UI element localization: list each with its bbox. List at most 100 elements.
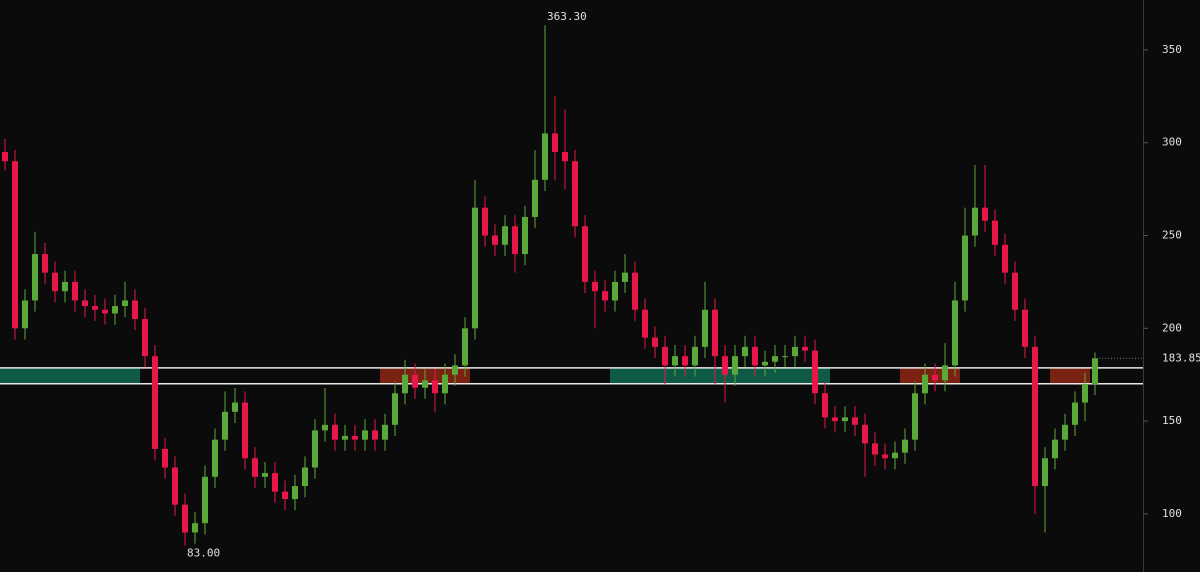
- candle-body: [62, 281, 68, 292]
- candle-body: [992, 220, 998, 245]
- candle-body: [82, 300, 88, 307]
- candle-body: [192, 523, 198, 533]
- candle-body: [362, 430, 368, 440]
- candle-body: [692, 346, 698, 366]
- candle-body: [442, 374, 448, 394]
- candle-body: [42, 254, 48, 273]
- candle-body: [822, 393, 828, 418]
- candle-body: [742, 346, 748, 357]
- candle-body: [112, 306, 118, 314]
- candle-body: [302, 467, 308, 487]
- candle-body: [172, 467, 178, 505]
- candle-body: [492, 235, 498, 245]
- candle-body: [532, 179, 538, 217]
- last-price-label: 183.85: [1162, 351, 1200, 364]
- candle-body: [372, 430, 378, 440]
- candle-body: [1022, 309, 1028, 347]
- y-tick-label: 200: [1162, 321, 1182, 334]
- candle-body: [52, 272, 58, 292]
- candle-body: [722, 356, 728, 375]
- candle-body: [862, 424, 868, 444]
- candle-body: [982, 207, 988, 221]
- candle-body: [1032, 346, 1038, 487]
- candle-body: [542, 133, 548, 180]
- candle-body: [1092, 358, 1098, 384]
- candle-body: [32, 254, 38, 301]
- candle-body: [1062, 424, 1068, 440]
- candle-body: [162, 448, 168, 468]
- candle-body: [1082, 383, 1088, 403]
- candle-body: [332, 424, 338, 440]
- candle-body: [482, 207, 488, 236]
- candle-body: [122, 300, 128, 307]
- candle-body: [832, 417, 838, 422]
- candle-body: [812, 350, 818, 394]
- candle-body: [342, 435, 348, 440]
- candle-body: [802, 346, 808, 351]
- candle-body: [102, 309, 108, 314]
- candle-body: [212, 439, 218, 477]
- candle-body: [432, 380, 438, 394]
- candle-body: [462, 328, 468, 366]
- candle-body: [732, 356, 738, 375]
- candle-body: [932, 374, 938, 381]
- zone: [610, 367, 830, 384]
- candle-body: [392, 393, 398, 425]
- candle-body: [132, 300, 138, 320]
- y-tick-label: 350: [1162, 43, 1182, 56]
- candle-body: [182, 504, 188, 533]
- candle-body: [512, 226, 518, 255]
- candle-body: [12, 161, 18, 329]
- candle-body: [1002, 244, 1008, 273]
- y-tick-label: 150: [1162, 414, 1182, 427]
- candle-body: [1042, 458, 1048, 487]
- candle-body: [22, 300, 28, 329]
- candle-body: [792, 346, 798, 357]
- candle-body: [382, 424, 388, 440]
- y-tick-label: 250: [1162, 229, 1182, 242]
- candle-body: [632, 272, 638, 310]
- price-annotation: 83.00: [187, 546, 220, 559]
- candle-body: [522, 216, 528, 255]
- candle-body: [262, 473, 268, 477]
- candle-body: [272, 473, 278, 492]
- candle-body: [312, 430, 318, 468]
- candle-body: [642, 309, 648, 338]
- candle-body: [1052, 439, 1058, 459]
- candle-body: [702, 309, 708, 347]
- candle-body: [202, 476, 208, 524]
- zone: [900, 367, 960, 384]
- candle-body: [252, 458, 258, 477]
- price-annotation: 363.30: [547, 10, 587, 23]
- candle-body: [2, 152, 8, 162]
- candle-body: [972, 207, 978, 236]
- candle-body: [612, 281, 618, 301]
- candle-body: [892, 452, 898, 459]
- candle-body: [152, 356, 158, 449]
- candle-body: [882, 454, 888, 459]
- candle-body: [572, 161, 578, 227]
- y-tick-label: 300: [1162, 136, 1182, 149]
- candle-body: [672, 356, 678, 366]
- candle-body: [682, 356, 688, 366]
- candle-body: [352, 435, 358, 440]
- candle-body: [412, 374, 418, 388]
- candle-body: [142, 319, 148, 357]
- candle-body: [772, 356, 778, 362]
- candle-body: [72, 281, 78, 301]
- candle-body: [942, 365, 948, 381]
- candle-body: [472, 207, 478, 329]
- candle-body: [912, 393, 918, 440]
- candle-body: [422, 380, 428, 388]
- candle-body: [1072, 402, 1078, 425]
- candle-body: [292, 486, 298, 500]
- candle-body: [712, 309, 718, 357]
- candle-body: [592, 281, 598, 292]
- candle-body: [622, 272, 628, 282]
- candle-body: [242, 402, 248, 459]
- candle-body: [752, 346, 758, 366]
- zone: [0, 367, 140, 384]
- candle-body: [552, 133, 558, 153]
- candle-body: [402, 374, 408, 394]
